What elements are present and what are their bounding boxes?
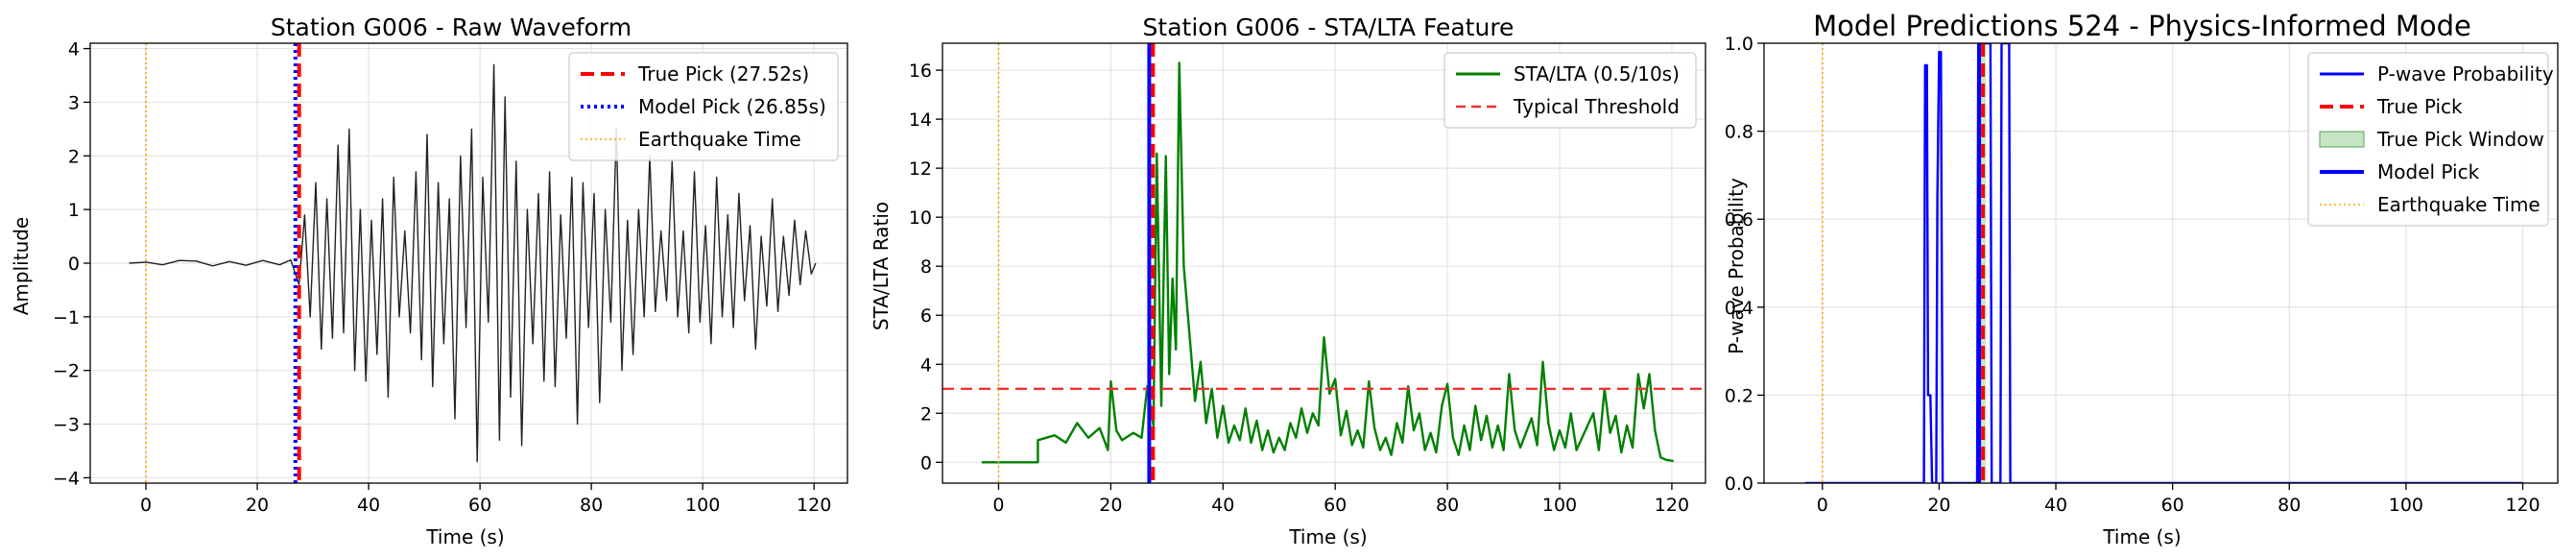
x-tick-label: 0 [1817, 495, 1828, 516]
x-axis-label: Time (s) [425, 525, 504, 548]
x-axis-label: Time (s) [2102, 525, 2181, 548]
panel-model-predictions: Model Predictions 524 - Physics-Informed… [1725, 10, 2559, 548]
y-axis-label: Amplitude [10, 217, 33, 316]
legend-label: True Pick [2376, 95, 2463, 118]
y-tick-label: 8 [920, 256, 932, 278]
x-tick-label: 100 [685, 495, 720, 516]
y-tick-label: −2 [53, 361, 80, 382]
y-tick-label: −1 [53, 307, 80, 328]
series-line-0 [129, 63, 817, 463]
y-tick-label: −4 [53, 468, 80, 489]
chart-title: Model Predictions 524 - Physics-Informed… [1813, 10, 2471, 42]
y-tick-label: 0.2 [1725, 385, 1753, 406]
plot-frame [942, 42, 1706, 484]
x-tick-label: 40 [2044, 495, 2067, 516]
y-axis-label: STA/LTA Ratio [870, 202, 893, 330]
y-tick-label: 0 [920, 452, 932, 474]
y-tick-label: 0.6 [1725, 209, 1753, 231]
legend [568, 52, 839, 161]
series-line-0 [1804, 43, 2523, 483]
x-axis-label: Time (s) [1288, 525, 1367, 548]
y-tick-label: 14 [909, 109, 932, 131]
panel-sta-lta: Station G006 - STA/LTA Feature Time (s) … [870, 13, 1706, 548]
chart-title: Station G006 - STA/LTA Feature [1143, 13, 1515, 41]
x-tick-label: 60 [468, 495, 491, 516]
legend-label: STA/LTA (0.5/10s) [1514, 62, 1680, 85]
y-tick-label: 0.0 [1725, 474, 1753, 495]
legend-label: True Pick Window [2376, 128, 2544, 151]
y-tick-label: 3 [68, 92, 80, 113]
y-tick-label: 10 [909, 207, 932, 229]
legend [2307, 52, 2549, 227]
plot-frame [1763, 42, 2559, 484]
x-tick-label: 0 [992, 495, 1004, 516]
legend-swatch-2 [2319, 131, 2365, 148]
y-tick-label: 6 [920, 305, 932, 327]
x-tick-label: 120 [797, 495, 831, 516]
y-tick-label: 12 [909, 158, 932, 180]
true-pick-window-band [1979, 43, 1987, 483]
y-axis-label: P-wave Probability [1725, 178, 1748, 354]
y-tick-label: 1.0 [1725, 34, 1753, 55]
x-tick-label: 20 [1099, 495, 1122, 516]
legend-label: Model Pick [2377, 160, 2480, 183]
y-tick-label: 1 [68, 200, 80, 221]
x-tick-label: 120 [2505, 495, 2540, 516]
x-tick-label: 40 [357, 495, 380, 516]
y-tick-label: 0.4 [1725, 298, 1753, 319]
y-tick-label: 0 [68, 254, 80, 275]
x-tick-label: 80 [1436, 495, 1459, 516]
x-tick-label: 80 [580, 495, 603, 516]
x-tick-label: 20 [246, 495, 269, 516]
chart-title: Station G006 - Raw Waveform [271, 13, 632, 41]
legend-label: True Pick (27.52s) [637, 62, 809, 85]
y-tick-label: −3 [53, 415, 80, 436]
legend-label: Typical Threshold [1513, 95, 1680, 118]
y-tick-label: 2 [68, 146, 80, 167]
y-tick-label: 4 [920, 354, 932, 376]
x-tick-label: 20 [1927, 495, 1950, 516]
x-tick-label: 40 [1211, 495, 1234, 516]
x-tick-label: 60 [2161, 495, 2184, 516]
x-tick-label: 120 [1655, 495, 1689, 516]
panel-raw-waveform: Station G006 - Raw Waveform Time (s) Amp… [10, 13, 848, 548]
y-tick-label: 4 [68, 39, 80, 61]
y-tick-label: 16 [909, 61, 932, 82]
x-tick-label: 60 [1324, 495, 1347, 516]
legend [1443, 52, 1697, 129]
x-tick-label: 100 [1542, 495, 1577, 516]
legend-label: Earthquake Time [638, 128, 801, 151]
x-tick-label: 0 [140, 495, 152, 516]
x-tick-label: 100 [2389, 495, 2423, 516]
legend-label: Model Pick (26.85s) [638, 95, 826, 118]
legend-label: P-wave Probability [2377, 62, 2554, 85]
y-tick-label: 0.8 [1725, 122, 1753, 143]
x-tick-label: 80 [2278, 495, 2301, 516]
series-line-0 [981, 61, 1674, 464]
legend-label: Earthquake Time [2377, 193, 2540, 216]
y-tick-label: 2 [920, 403, 932, 425]
